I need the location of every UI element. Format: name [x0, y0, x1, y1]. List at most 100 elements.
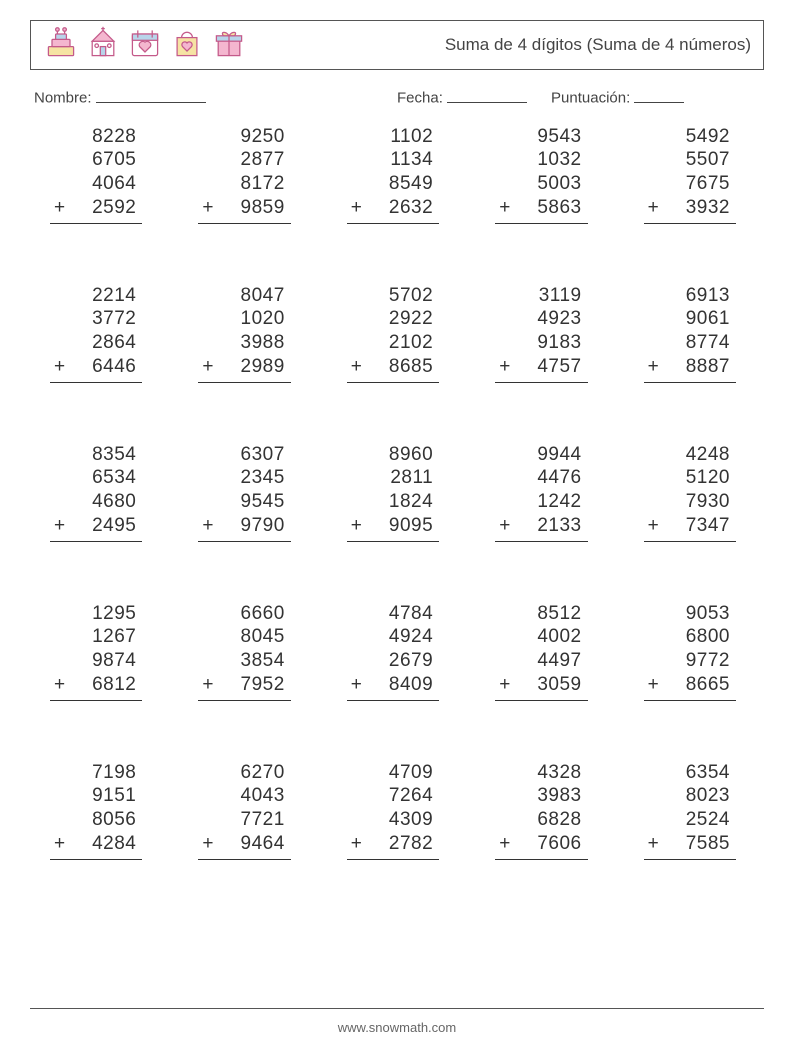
addend: 3119	[481, 284, 609, 308]
sum-rule	[644, 541, 736, 560]
addend: 3772	[36, 307, 164, 331]
addend: 5702	[333, 284, 461, 308]
addend: 4043	[184, 784, 312, 808]
addition-problem: 627040437721+9464	[184, 761, 312, 878]
addend: 1020	[184, 307, 312, 331]
addition-problem: 549255077675+3932	[630, 125, 758, 242]
addend: 4784	[333, 602, 461, 626]
church-icon	[85, 25, 121, 66]
addend: 4064	[36, 172, 164, 196]
sum-rule	[347, 859, 439, 878]
name-label: Nombre:	[34, 90, 92, 107]
addend-last: +8887	[630, 355, 758, 379]
addend: 3854	[184, 649, 312, 673]
cake-icon	[43, 25, 79, 66]
addend: 1824	[333, 490, 461, 514]
sum-rule	[50, 223, 142, 242]
addend-last: +4284	[36, 832, 164, 856]
addend: 2102	[333, 331, 461, 355]
addition-problem: 719891518056+4284	[36, 761, 164, 878]
addend-last: +7585	[630, 832, 758, 856]
addend-last: +9859	[184, 196, 312, 220]
addend: 8960	[333, 443, 461, 467]
addend: 5003	[481, 172, 609, 196]
addend: 6354	[630, 761, 758, 785]
addend: 9061	[630, 307, 758, 331]
date-label: Fecha:	[397, 90, 443, 107]
sum-rule	[495, 859, 587, 878]
sum-rule	[198, 700, 290, 719]
addition-problem: 835465344680+2495	[36, 443, 164, 560]
calendar-heart-icon	[127, 25, 163, 66]
addend: 6828	[481, 808, 609, 832]
footer-rule	[30, 1008, 764, 1009]
addend-last: +9464	[184, 832, 312, 856]
addend: 3988	[184, 331, 312, 355]
addend: 9250	[184, 125, 312, 149]
addend: 8172	[184, 172, 312, 196]
addition-problem: 905368009772+8665	[630, 602, 758, 719]
gift-icon	[211, 25, 247, 66]
addend: 9772	[630, 649, 758, 673]
addition-problem: 896028111824+9095	[333, 443, 461, 560]
addend: 4248	[630, 443, 758, 467]
addend-last: +5863	[481, 196, 609, 220]
addend: 5492	[630, 125, 758, 149]
addend: 9151	[36, 784, 164, 808]
addition-problem: 110211348549+2632	[333, 125, 461, 242]
addition-problem: 570229222102+8685	[333, 284, 461, 401]
addend-last: +2592	[36, 196, 164, 220]
bag-heart-icon	[169, 25, 205, 66]
addition-problem: 954310325003+5863	[481, 125, 609, 242]
addend: 8045	[184, 625, 312, 649]
addend: 6307	[184, 443, 312, 467]
addend: 1134	[333, 148, 461, 172]
sum-rule	[495, 223, 587, 242]
addend: 2877	[184, 148, 312, 172]
addend: 6270	[184, 761, 312, 785]
sum-rule	[495, 541, 587, 560]
addend: 1032	[481, 148, 609, 172]
addend-last: +7606	[481, 832, 609, 856]
sum-rule	[347, 382, 439, 401]
addition-problem: 424851207930+7347	[630, 443, 758, 560]
addition-problem: 925028778172+9859	[184, 125, 312, 242]
sum-rule	[50, 859, 142, 878]
addend: 2679	[333, 649, 461, 673]
addend: 9545	[184, 490, 312, 514]
addend-last: +9790	[184, 514, 312, 538]
addend-last: +6446	[36, 355, 164, 379]
addend: 2345	[184, 466, 312, 490]
addend: 6913	[630, 284, 758, 308]
addend-last: +2989	[184, 355, 312, 379]
addend-last: +8409	[333, 673, 461, 697]
addend: 8023	[630, 784, 758, 808]
sum-rule	[495, 382, 587, 401]
sum-rule	[347, 223, 439, 242]
addend: 7675	[630, 172, 758, 196]
addend: 5120	[630, 466, 758, 490]
addend-last: +3932	[630, 196, 758, 220]
addend: 3983	[481, 784, 609, 808]
addend-last: +2632	[333, 196, 461, 220]
footer-url: www.snowmath.com	[0, 1020, 794, 1035]
addend-last: +8685	[333, 355, 461, 379]
addend: 7930	[630, 490, 758, 514]
addend: 1295	[36, 602, 164, 626]
sum-rule	[198, 223, 290, 242]
addend: 6534	[36, 466, 164, 490]
score-label: Puntuación:	[551, 90, 630, 107]
addition-problem: 851240024497+3059	[481, 602, 609, 719]
addend-last: +6812	[36, 673, 164, 697]
sum-rule	[644, 859, 736, 878]
sum-rule	[347, 700, 439, 719]
addend: 4680	[36, 490, 164, 514]
addend: 9874	[36, 649, 164, 673]
addition-problem: 221437722864+6446	[36, 284, 164, 401]
addend: 1242	[481, 490, 609, 514]
addend: 2864	[36, 331, 164, 355]
addend-last: +7952	[184, 673, 312, 697]
addition-problem: 635480232524+7585	[630, 761, 758, 878]
addend: 9944	[481, 443, 609, 467]
addend: 5507	[630, 148, 758, 172]
